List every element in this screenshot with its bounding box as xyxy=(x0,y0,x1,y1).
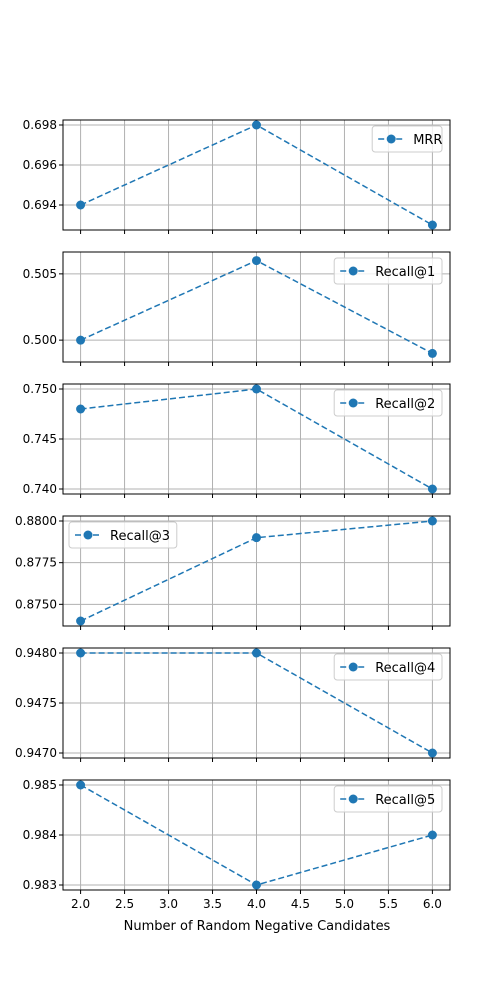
legend: MRR xyxy=(371,125,443,153)
data-point xyxy=(76,616,86,626)
y-tick-label: 0.694 xyxy=(23,198,57,212)
panel-5: 0.9470 0.9475 0.9480 Recall@4 xyxy=(15,646,451,762)
y-tick-label: 0.745 xyxy=(23,432,57,446)
legend: Recall@1 xyxy=(333,257,443,285)
x-tick-label: 4.0 xyxy=(247,897,266,911)
legend-marker xyxy=(348,662,358,672)
x-tick-label: 6.0 xyxy=(423,897,442,911)
x-tick-label: 5.0 xyxy=(335,897,354,911)
y-tick-label: 0.8800 xyxy=(15,514,57,528)
legend-marker xyxy=(348,398,358,408)
data-point xyxy=(252,880,261,890)
data-point xyxy=(252,648,261,658)
y-tick-label: 0.985 xyxy=(23,778,57,792)
legend-label: Recall@1 xyxy=(375,265,435,280)
x-tick-label: 2.5 xyxy=(115,897,134,911)
legend-label: MRR xyxy=(413,133,442,148)
y-tick-label: 0.8750 xyxy=(15,597,57,611)
y-tick-label: 0.9470 xyxy=(15,746,57,760)
legend: Recall@5 xyxy=(333,785,443,813)
data-point xyxy=(76,780,86,790)
panel-2: 0.500 0.505 Recall@1 xyxy=(23,251,451,366)
axes-frame xyxy=(62,383,451,495)
legend-marker xyxy=(83,530,93,540)
y-tick-label: 0.9480 xyxy=(15,646,57,660)
x-tick-label: 4.5 xyxy=(291,897,310,911)
legend-box xyxy=(68,521,178,549)
data-point xyxy=(76,335,86,345)
legend: Recall@2 xyxy=(333,389,443,417)
legend-marker xyxy=(386,134,396,144)
data-point xyxy=(427,484,437,494)
y-tick-label: 0.983 xyxy=(23,878,57,892)
data-point xyxy=(76,648,86,658)
legend: Recall@4 xyxy=(333,653,443,681)
legend-box xyxy=(333,389,443,417)
x-tick-label: 3.0 xyxy=(159,897,178,911)
data-point xyxy=(252,384,261,394)
y-tick-label: 0.750 xyxy=(23,382,57,396)
data-point xyxy=(252,533,261,543)
y-tick-label: 0.740 xyxy=(23,482,57,496)
legend-box xyxy=(371,125,443,153)
y-tick-label: 0.505 xyxy=(23,267,57,281)
data-point xyxy=(76,200,86,210)
panel-3: 0.740 0.745 0.750 Recall@2 xyxy=(23,382,451,498)
legend-label: Recall@4 xyxy=(375,661,435,676)
y-tick-label: 0.698 xyxy=(23,118,57,132)
panel-1: 0.694 0.696 0.698 MRR xyxy=(23,118,451,234)
legend-label: Recall@2 xyxy=(375,397,435,412)
y-tick-label: 0.984 xyxy=(23,828,57,842)
y-tick-label: 0.8775 xyxy=(15,556,57,570)
legend-label: Recall@5 xyxy=(375,793,435,808)
data-point xyxy=(427,220,437,230)
y-tick-label: 0.696 xyxy=(23,158,57,172)
legend-marker xyxy=(348,794,358,804)
axes-frame xyxy=(62,251,451,363)
data-point xyxy=(252,256,261,266)
legend-box xyxy=(333,785,443,813)
legend-marker xyxy=(348,266,358,276)
data-point xyxy=(427,516,437,526)
series-line-3 xyxy=(80,388,433,490)
legend-box xyxy=(333,257,443,285)
data-point xyxy=(427,748,437,758)
panel-6: 0.983 0.984 0.985 2.0 2.5 3.0 3.5 4.0 4.5 5.0 5.5 6… xyxy=(23,778,451,911)
x-tick-label: 3.5 xyxy=(203,897,222,911)
x-axis-label: Number of Random Negative Candidates xyxy=(124,919,391,934)
data-point xyxy=(76,404,86,414)
axes-frame xyxy=(62,119,451,231)
legend: Recall@3 xyxy=(68,521,178,549)
axes-frame xyxy=(62,779,451,891)
data-point xyxy=(427,348,437,358)
data-point xyxy=(427,830,437,840)
data-point xyxy=(252,120,261,130)
y-tick-label: 0.9475 xyxy=(15,696,57,710)
x-tick-label: 2.0 xyxy=(71,897,90,911)
x-tick-label: 5.5 xyxy=(379,897,398,911)
axes-frame xyxy=(62,647,451,759)
y-tick-label: 0.500 xyxy=(23,333,57,347)
legend-label: Recall@3 xyxy=(110,529,170,544)
legend-box xyxy=(333,653,443,681)
panel-4: 0.8750 0.8775 0.8800 Recall@3 xyxy=(15,514,451,630)
axes-frame xyxy=(62,515,451,627)
